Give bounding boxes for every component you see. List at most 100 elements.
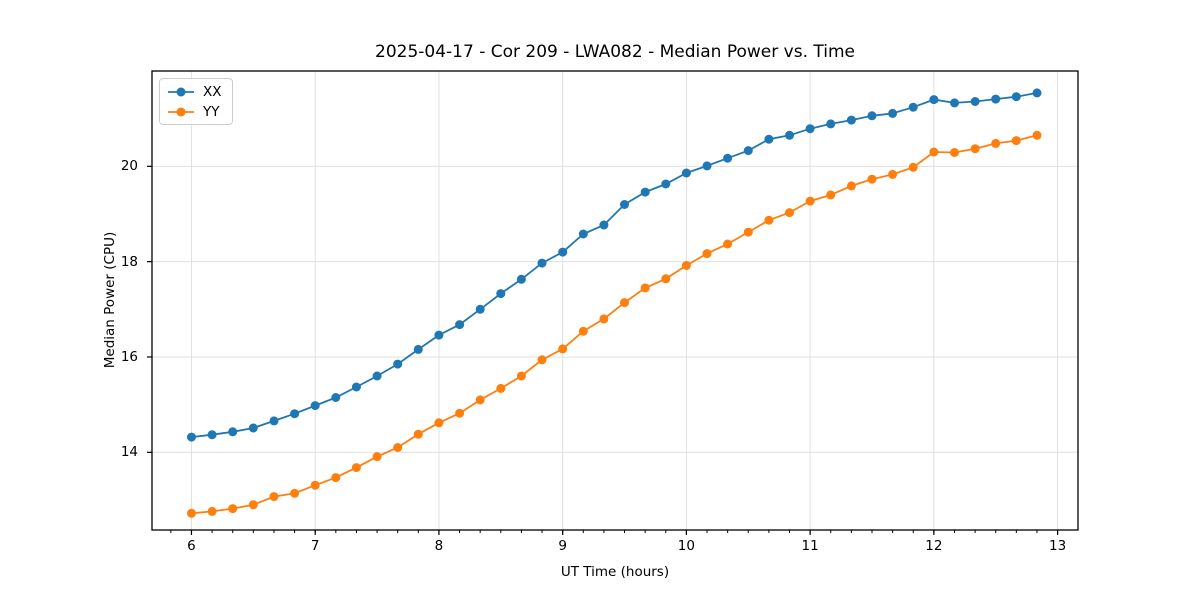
axes-border bbox=[151, 70, 1079, 531]
series-xx-marker bbox=[908, 102, 918, 112]
x-tick-label: 6 bbox=[187, 538, 196, 554]
series-xx-marker bbox=[640, 187, 650, 197]
series-yy-marker bbox=[888, 169, 898, 179]
series-yy-marker bbox=[661, 274, 671, 284]
series-yy-marker bbox=[1011, 136, 1021, 146]
legend-line-marker-xx-icon bbox=[168, 87, 194, 96]
series-xx-marker bbox=[970, 97, 980, 106]
series-yy-marker bbox=[826, 190, 836, 200]
series-yy-marker bbox=[475, 395, 485, 405]
x-tick-label: 13 bbox=[1048, 538, 1067, 554]
series-yy-marker bbox=[599, 314, 609, 324]
series-yy-marker bbox=[269, 492, 279, 502]
series-yy-marker bbox=[640, 283, 650, 293]
series-xx-marker bbox=[702, 161, 712, 171]
series-yy-marker bbox=[537, 355, 547, 365]
series-yy-marker bbox=[351, 463, 361, 473]
series-yy-marker bbox=[372, 452, 382, 462]
series-xx-marker bbox=[351, 382, 361, 392]
series-xx-marker bbox=[537, 258, 547, 268]
series-xx-marker bbox=[743, 146, 753, 156]
series-xx-marker bbox=[785, 130, 794, 140]
series-xx-marker bbox=[558, 247, 568, 257]
series-xx-marker bbox=[888, 108, 898, 118]
series-xx-line bbox=[191, 92, 1038, 438]
x-tick-label: 12 bbox=[925, 538, 943, 554]
series-xx-marker bbox=[310, 401, 320, 411]
y-axis-label: Median Power (CPU) bbox=[102, 231, 118, 369]
x-tick-label: 8 bbox=[434, 538, 444, 554]
series-yy-marker bbox=[620, 298, 629, 308]
series-xx-marker bbox=[413, 344, 423, 354]
series-yy-marker bbox=[331, 473, 341, 483]
series-yy-marker bbox=[578, 326, 588, 336]
x-tick-label: 7 bbox=[310, 538, 320, 554]
series-yy-marker bbox=[991, 138, 1001, 148]
legend-item-yy: YY bbox=[167, 102, 222, 121]
y-tick-label: 20 bbox=[120, 158, 138, 175]
series-xx-marker bbox=[187, 432, 196, 442]
series-xx-marker bbox=[372, 371, 382, 381]
series-yy-marker bbox=[248, 500, 258, 510]
series-yy-marker bbox=[723, 239, 733, 249]
series-yy-marker bbox=[908, 162, 918, 172]
x-axis-label: UT Time (hours) bbox=[560, 564, 670, 580]
series-yy-marker bbox=[207, 506, 217, 516]
legend: XX YY bbox=[159, 78, 233, 125]
series-xx-marker bbox=[1011, 92, 1021, 102]
series-xx-marker bbox=[290, 409, 300, 419]
series-xx-marker bbox=[455, 320, 465, 330]
series-xx-marker bbox=[846, 115, 856, 125]
series-xx-marker bbox=[269, 416, 279, 426]
series-xx-marker bbox=[228, 427, 238, 437]
series-yy-marker bbox=[681, 261, 691, 270]
series-yy-marker bbox=[970, 144, 980, 154]
x-tick-label: 10 bbox=[677, 538, 695, 554]
series-xx-marker bbox=[434, 330, 444, 340]
series-xx-marker bbox=[475, 304, 485, 314]
series-yy-marker bbox=[228, 504, 238, 514]
y-tick-label: 18 bbox=[120, 253, 138, 270]
series-xx-marker bbox=[661, 179, 671, 189]
series-yy-marker bbox=[1032, 130, 1042, 140]
chart-title: 2025-04-17 - Cor 209 - LWA082 - Median P… bbox=[375, 42, 855, 62]
series-xx-marker bbox=[723, 153, 733, 163]
series-xx-marker bbox=[207, 430, 217, 440]
series-xx-marker bbox=[805, 124, 815, 134]
series-yy-marker bbox=[743, 227, 753, 237]
series-yy-marker bbox=[867, 174, 877, 184]
series-xx-marker bbox=[516, 274, 526, 284]
series-xx-marker bbox=[578, 229, 588, 239]
series-yy-marker bbox=[516, 371, 526, 381]
series-yy-line bbox=[191, 134, 1038, 515]
series-xx-marker bbox=[929, 95, 939, 105]
series-yy-marker bbox=[413, 429, 423, 439]
x-tick-label: 9 bbox=[558, 538, 567, 554]
series-xx-marker bbox=[867, 111, 877, 121]
series-xx-marker bbox=[496, 289, 506, 299]
series-yy-marker bbox=[805, 196, 815, 206]
series-yy-marker bbox=[702, 249, 712, 259]
legend-label-xx: XX bbox=[203, 83, 222, 100]
series-yy-marker bbox=[393, 443, 403, 452]
series-yy-marker bbox=[434, 418, 444, 428]
y-tick-label: 14 bbox=[120, 444, 138, 461]
series-xx-marker bbox=[681, 168, 691, 178]
series-yy-marker bbox=[764, 215, 774, 225]
series-xx-marker bbox=[991, 94, 1001, 104]
series-xx-marker bbox=[826, 119, 836, 129]
legend-label-yy: YY bbox=[203, 103, 220, 120]
series-yy-marker bbox=[310, 480, 320, 490]
series-yy-marker bbox=[290, 488, 300, 498]
series-yy-marker bbox=[455, 408, 465, 418]
y-tick-label: 16 bbox=[120, 348, 138, 365]
series-yy-marker bbox=[496, 383, 506, 393]
legend-line-marker-yy-icon bbox=[168, 107, 194, 116]
series-xx-marker bbox=[393, 359, 403, 369]
series-xx-marker bbox=[599, 220, 609, 230]
series-xx-marker bbox=[331, 393, 341, 402]
series-yy-marker bbox=[785, 208, 794, 218]
series-xx-marker bbox=[764, 134, 774, 144]
series-yy-marker bbox=[950, 148, 959, 157]
